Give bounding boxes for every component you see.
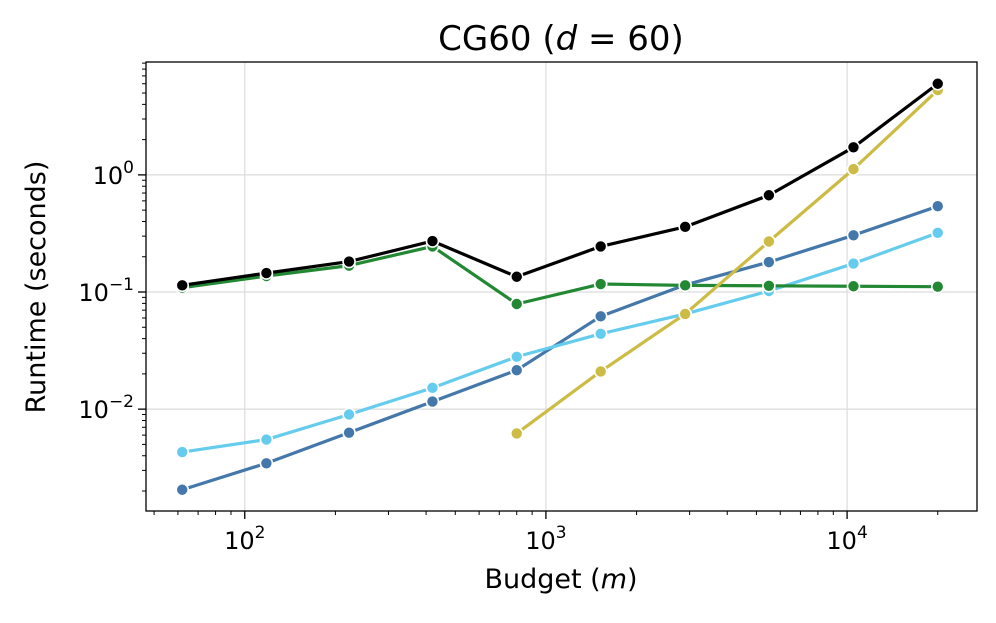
data-point: [762, 188, 776, 203]
x-axis-label: Budget (m): [484, 564, 637, 595]
series-1: [175, 226, 945, 459]
data-point: [259, 432, 274, 447]
data-point: [762, 278, 776, 293]
data-point: [593, 364, 608, 379]
data-point: [930, 279, 945, 294]
axis-ticks: [138, 62, 939, 519]
data-point: [342, 407, 356, 422]
series-line: [181, 204, 939, 492]
data-point: [425, 394, 440, 409]
data-point: [846, 140, 861, 155]
series-2: [175, 239, 945, 311]
data-point: [259, 456, 274, 471]
data-point: [259, 266, 274, 280]
series-4: [175, 76, 945, 293]
tick-labels: 102 103 104 10−2 10−1 100: [78, 158, 867, 555]
data-point: [342, 254, 356, 269]
series-line: [181, 82, 939, 287]
data-point: [509, 426, 524, 441]
data-point: [342, 425, 356, 440]
x-tick-label: 104: [826, 523, 867, 555]
data-point: [930, 226, 945, 240]
series-line: [181, 231, 939, 454]
y-axis-label: Runtime (seconds): [21, 161, 52, 414]
data-point: [593, 277, 608, 291]
data-point: [678, 220, 692, 234]
data-point: [593, 326, 608, 341]
series-3: [509, 83, 945, 441]
data-point: [175, 482, 190, 497]
y-tick-label: 10−2: [78, 392, 134, 424]
data-point: [930, 199, 945, 214]
data-point: [678, 278, 692, 293]
data-point: [509, 297, 524, 311]
data-point: [175, 445, 190, 459]
data-point: [509, 349, 524, 364]
data-point: [846, 162, 861, 176]
data-point: [593, 239, 608, 254]
data-point: [509, 363, 524, 378]
x-tick-label: 103: [525, 523, 566, 555]
data-point: [762, 255, 776, 269]
data-point: [930, 76, 945, 91]
data-point: [175, 278, 190, 293]
data-point: [762, 234, 776, 249]
y-tick-label: 100: [93, 158, 134, 190]
y-tick-label: 10−1: [78, 275, 134, 307]
x-tick-label: 102: [224, 523, 265, 555]
data-point: [593, 309, 608, 324]
series-0: [175, 199, 945, 497]
series-line: [515, 88, 939, 435]
data-point: [846, 228, 861, 243]
data-point: [846, 279, 861, 294]
chart-title: CG60 (d = 60): [438, 19, 684, 59]
data-point: [425, 234, 440, 248]
data-point: [425, 381, 440, 395]
plot-frame: [145, 61, 978, 512]
data-point: [509, 269, 524, 284]
data-point: [678, 307, 692, 321]
series-line: [182, 244, 938, 306]
data-point: [846, 256, 861, 271]
series-layer: [175, 76, 945, 497]
